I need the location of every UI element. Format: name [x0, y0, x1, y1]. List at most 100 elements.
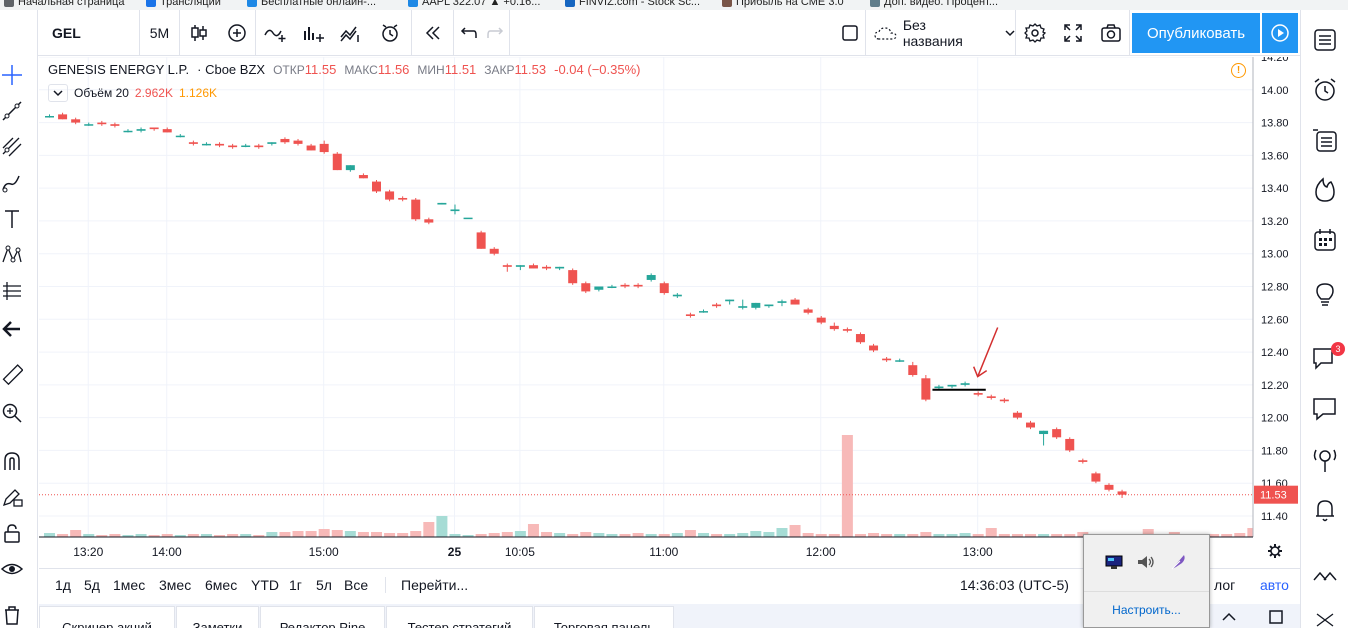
tab-strategy-tester[interactable]: Тестер стратегий	[386, 606, 533, 628]
range-6m[interactable]: 6мес	[205, 577, 238, 593]
magnet-tool[interactable]	[0, 448, 24, 474]
bookmark-cme[interactable]: Прибыль на CME 3.0	[722, 0, 844, 8]
tab-trading-panel[interactable]: Торговая панель	[534, 606, 674, 628]
candle	[280, 137, 290, 144]
chevron-down-icon	[53, 90, 63, 97]
panel-maximize-icon[interactable]	[1269, 610, 1283, 627]
volume-bar	[227, 534, 239, 537]
fullscreen-button[interactable]	[1054, 10, 1092, 56]
calendar-button[interactable]	[1311, 226, 1339, 254]
interval-button[interactable]: 5M	[140, 10, 180, 56]
tab-label: Тестер стратегий	[407, 620, 512, 628]
financials-button[interactable]	[294, 10, 332, 56]
notifications-button[interactable]	[1311, 496, 1339, 524]
tab-pine-editor[interactable]: Редактор Pine	[260, 606, 385, 628]
range-3m[interactable]: 3мес	[159, 577, 192, 593]
price-tick-label: 12.60	[1261, 314, 1289, 326]
prediction-tool[interactable]	[0, 278, 24, 304]
candle	[712, 302, 722, 308]
range-ytd[interactable]: YTD	[251, 577, 279, 593]
brush-tool[interactable]	[0, 170, 24, 196]
layout-button[interactable]: Без названия	[866, 10, 1016, 56]
candle-body	[1052, 429, 1062, 438]
trendline-tool[interactable]	[0, 98, 24, 124]
volume-bar	[724, 534, 736, 537]
range-1y[interactable]: 1г	[289, 577, 302, 593]
range-1m[interactable]: 1мес	[113, 577, 146, 593]
templates-button[interactable]	[332, 10, 370, 56]
candle	[424, 217, 434, 225]
symbol-search[interactable]: GEL	[38, 10, 140, 56]
tray-customize-link[interactable]: Настроить...	[1084, 591, 1209, 627]
bookmark-translations[interactable]: Трансляции	[146, 0, 221, 8]
chats-button[interactable]: 3	[1311, 342, 1345, 372]
price-tick-label: 13.20	[1261, 216, 1289, 228]
settings-button[interactable]	[1016, 10, 1054, 56]
candle	[358, 173, 368, 179]
candle	[241, 143, 251, 148]
pitchfork-tool[interactable]	[0, 134, 24, 160]
candle-body	[712, 304, 722, 307]
bookmark-label: Бесплатные онлайн-...	[261, 0, 377, 8]
data-window-button[interactable]	[1311, 126, 1339, 154]
back-arrow-tool[interactable]	[0, 316, 24, 342]
collapse-indicators-button[interactable]	[48, 84, 68, 102]
bookmark-video[interactable]: Доп. видео. Процент...	[870, 0, 998, 8]
fullscreen-select-button[interactable]	[834, 10, 866, 56]
measure-tool[interactable]	[0, 362, 24, 388]
tray-pen-app[interactable]	[1170, 553, 1188, 574]
minds-button[interactable]	[1311, 394, 1339, 422]
warning-icon[interactable]: !	[1231, 63, 1246, 78]
panel-collapse-icon[interactable]	[1222, 610, 1236, 625]
streams-button[interactable]	[1311, 446, 1339, 474]
pattern-tool[interactable]	[0, 242, 24, 268]
redo-button[interactable]	[482, 10, 510, 56]
lock-drawing-tool[interactable]	[0, 484, 24, 510]
tray-volume[interactable]	[1136, 554, 1156, 573]
replay-button[interactable]	[412, 10, 454, 56]
collapse-panel-button[interactable]	[1311, 562, 1339, 590]
indicators-button[interactable]	[256, 10, 294, 56]
screenshot-button[interactable]	[1092, 10, 1130, 56]
watchlist-button[interactable]	[1311, 26, 1339, 54]
candle	[947, 384, 957, 389]
bookmark-home[interactable]: Начальная страница	[4, 0, 124, 8]
compare-button[interactable]	[218, 10, 256, 56]
hotlists-button[interactable]	[1311, 176, 1339, 204]
symbol-name[interactable]: GENESIS ENERGY L.P.	[48, 62, 190, 77]
bookmark-free-online[interactable]: Бесплатные онлайн-...	[247, 0, 376, 8]
publish-options-button[interactable]	[1262, 13, 1298, 53]
tab-notes[interactable]: Заметки	[176, 606, 259, 628]
lock-tool[interactable]	[0, 520, 24, 546]
bar-style-button[interactable]	[180, 10, 218, 56]
auto-scale-toggle[interactable]: авто	[1260, 577, 1289, 593]
alert-button[interactable]	[370, 10, 412, 56]
publish-button[interactable]: Опубликовать	[1132, 13, 1260, 53]
ideas-button[interactable]	[1311, 280, 1339, 308]
log-scale-toggle[interactable]: лог	[1214, 577, 1236, 593]
undo-button[interactable]	[454, 10, 482, 56]
zoom-tool[interactable]	[0, 400, 24, 426]
crosshair-tool[interactable]	[0, 62, 24, 88]
bookmark-label: Начальная страница	[18, 0, 125, 8]
alerts-button[interactable]	[1311, 76, 1339, 104]
top-toolbar: 3 GEL 5M Без названия Опубли	[0, 10, 1300, 56]
price-chart[interactable]: 14.20 14.00 13.80 13.60 13.40 13.20 13.00 12.80…	[39, 57, 1300, 568]
bookmark-finviz[interactable]: FINVIZ.com - Stock Sc...	[565, 0, 700, 8]
range-1d[interactable]: 1д	[55, 577, 71, 593]
remove-drawings-tool[interactable]	[0, 602, 24, 628]
visibility-tool[interactable]	[0, 556, 24, 582]
volume-bar	[985, 528, 997, 537]
candle-body	[228, 145, 238, 148]
clock[interactable]: 14:36:03 (UTC-5)	[960, 577, 1069, 593]
range-5y[interactable]: 5л	[316, 577, 332, 593]
tab-stock-screener[interactable]: Скринер акций	[39, 606, 175, 628]
range-all[interactable]: Все	[344, 577, 369, 593]
bookmark-aapl[interactable]: AAPL 322.07 ▲ +0.16...	[408, 0, 540, 8]
list-icon	[1314, 29, 1336, 51]
goto-button[interactable]: Перейти...	[401, 577, 469, 593]
tray-display-app[interactable]	[1105, 554, 1123, 573]
text-tool[interactable]	[0, 206, 24, 232]
range-5d[interactable]: 5д	[84, 577, 100, 593]
dom-button[interactable]	[1311, 606, 1339, 628]
